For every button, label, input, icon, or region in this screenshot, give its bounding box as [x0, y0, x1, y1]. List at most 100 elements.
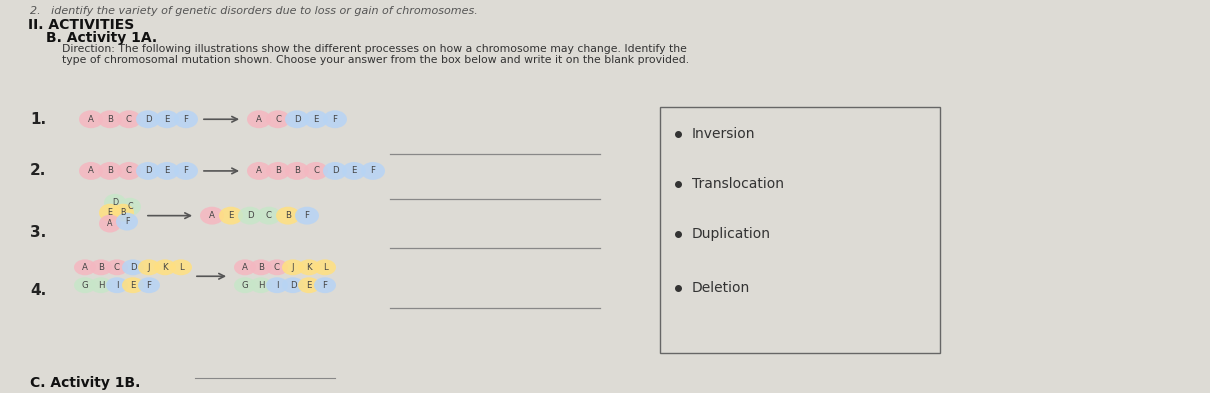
- Text: J: J: [292, 263, 294, 272]
- Ellipse shape: [304, 110, 328, 128]
- Text: D: D: [289, 281, 296, 290]
- Ellipse shape: [106, 277, 128, 293]
- Ellipse shape: [154, 259, 175, 275]
- Ellipse shape: [174, 110, 198, 128]
- Text: E: E: [313, 115, 318, 124]
- Ellipse shape: [155, 162, 179, 180]
- Text: B: B: [294, 166, 300, 175]
- Text: II. ACTIVITIES: II. ACTIVITIES: [28, 18, 134, 32]
- Text: E: E: [351, 166, 357, 175]
- Ellipse shape: [117, 162, 142, 180]
- Ellipse shape: [257, 207, 281, 224]
- Text: D: D: [129, 263, 137, 272]
- Text: C: C: [273, 263, 280, 272]
- Text: E: E: [165, 166, 169, 175]
- Text: B. Activity 1A.: B. Activity 1A.: [46, 31, 157, 45]
- Ellipse shape: [234, 277, 257, 293]
- Text: C: C: [114, 263, 120, 272]
- Ellipse shape: [98, 162, 122, 180]
- Text: 3.: 3.: [30, 225, 46, 240]
- Ellipse shape: [295, 207, 319, 224]
- Ellipse shape: [90, 277, 113, 293]
- Text: B: B: [120, 208, 126, 217]
- Text: C: C: [127, 202, 133, 211]
- Ellipse shape: [315, 277, 336, 293]
- Text: G: G: [81, 281, 88, 290]
- Ellipse shape: [99, 204, 121, 222]
- Ellipse shape: [247, 110, 271, 128]
- Text: F: F: [184, 166, 189, 175]
- Ellipse shape: [219, 207, 243, 224]
- Text: 4.: 4.: [30, 283, 46, 298]
- Ellipse shape: [238, 207, 263, 224]
- Ellipse shape: [282, 259, 304, 275]
- Text: F: F: [125, 217, 129, 226]
- Ellipse shape: [74, 277, 96, 293]
- Text: B: B: [106, 115, 113, 124]
- Text: L: L: [179, 263, 184, 272]
- Text: A: A: [257, 115, 261, 124]
- Ellipse shape: [79, 110, 103, 128]
- Ellipse shape: [286, 162, 309, 180]
- Text: J: J: [148, 263, 150, 272]
- Text: type of chromosomal mutation shown. Choose your answer from the box below and wr: type of chromosomal mutation shown. Choo…: [62, 55, 690, 65]
- Text: B: B: [286, 211, 290, 220]
- Ellipse shape: [136, 162, 160, 180]
- Ellipse shape: [74, 259, 96, 275]
- Ellipse shape: [250, 259, 272, 275]
- Text: E: E: [165, 115, 169, 124]
- Text: C: C: [313, 166, 319, 175]
- Ellipse shape: [304, 162, 328, 180]
- Text: C: C: [275, 115, 281, 124]
- Text: F: F: [370, 166, 375, 175]
- Text: A: A: [242, 263, 248, 272]
- Text: H: H: [258, 281, 264, 290]
- Text: Inversion: Inversion: [692, 127, 755, 141]
- Text: F: F: [333, 115, 338, 124]
- Text: G: G: [242, 281, 248, 290]
- Ellipse shape: [298, 259, 319, 275]
- Text: A: A: [257, 166, 261, 175]
- Text: F: F: [323, 281, 328, 290]
- Text: K: K: [162, 263, 168, 272]
- Text: A: A: [108, 219, 113, 228]
- Ellipse shape: [266, 277, 288, 293]
- Text: B: B: [258, 263, 264, 272]
- Text: L: L: [323, 263, 328, 272]
- Text: 2.   identify the variety of genetic disorders due to loss or gain of chromosome: 2. identify the variety of genetic disor…: [30, 6, 478, 16]
- Ellipse shape: [79, 162, 103, 180]
- Ellipse shape: [234, 259, 257, 275]
- Text: C: C: [126, 115, 132, 124]
- Text: E: E: [306, 281, 312, 290]
- Text: 1.: 1.: [30, 112, 46, 127]
- Text: F: F: [305, 211, 310, 220]
- Text: D: D: [113, 198, 119, 207]
- Text: C: C: [266, 211, 272, 220]
- Ellipse shape: [122, 277, 144, 293]
- Text: H: H: [98, 281, 104, 290]
- Ellipse shape: [155, 110, 179, 128]
- Ellipse shape: [117, 110, 142, 128]
- Text: A: A: [209, 211, 215, 220]
- Text: A: A: [88, 166, 94, 175]
- Ellipse shape: [200, 207, 224, 224]
- Text: F: F: [184, 115, 189, 124]
- Ellipse shape: [119, 198, 142, 216]
- Ellipse shape: [286, 110, 309, 128]
- Text: B: B: [275, 166, 281, 175]
- Ellipse shape: [174, 162, 198, 180]
- Ellipse shape: [113, 204, 134, 222]
- Ellipse shape: [136, 110, 160, 128]
- Ellipse shape: [98, 110, 122, 128]
- Text: Duplication: Duplication: [692, 226, 771, 241]
- Text: D: D: [247, 211, 253, 220]
- Ellipse shape: [104, 194, 126, 212]
- Text: B: B: [98, 263, 104, 272]
- Ellipse shape: [315, 259, 336, 275]
- Ellipse shape: [90, 259, 113, 275]
- Text: K: K: [306, 263, 312, 272]
- Ellipse shape: [266, 162, 290, 180]
- Ellipse shape: [247, 162, 271, 180]
- Text: Translocation: Translocation: [692, 177, 784, 191]
- Ellipse shape: [99, 215, 121, 233]
